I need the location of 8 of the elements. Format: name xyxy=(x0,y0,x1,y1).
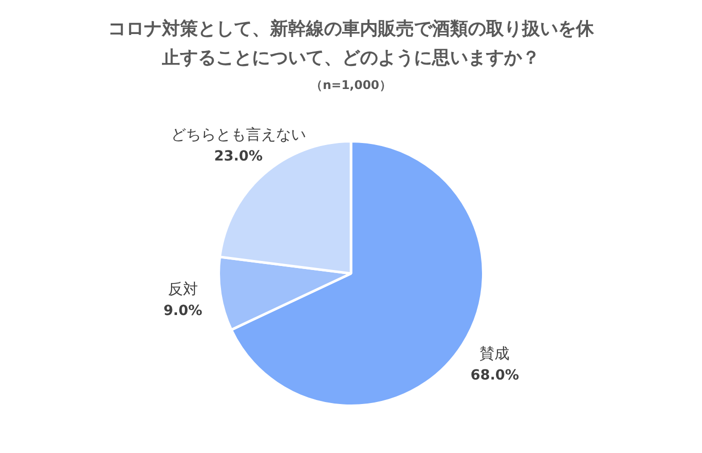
data-label: 68.0% xyxy=(470,367,520,384)
chart-subtitle: （n=1,000） xyxy=(310,78,392,92)
slice-label: 反対 xyxy=(168,280,198,298)
chart-title: コロナ対策として、新幹線の車内販売で酒類の取り扱いを休止することについて、どのように思いますか？ xyxy=(108,18,595,69)
slice-label: どちらとも言えない xyxy=(170,126,306,144)
data-label: 9.0% xyxy=(163,302,202,319)
slice-label: 賛成 xyxy=(480,344,510,363)
data-label: 23.0% xyxy=(214,148,263,164)
